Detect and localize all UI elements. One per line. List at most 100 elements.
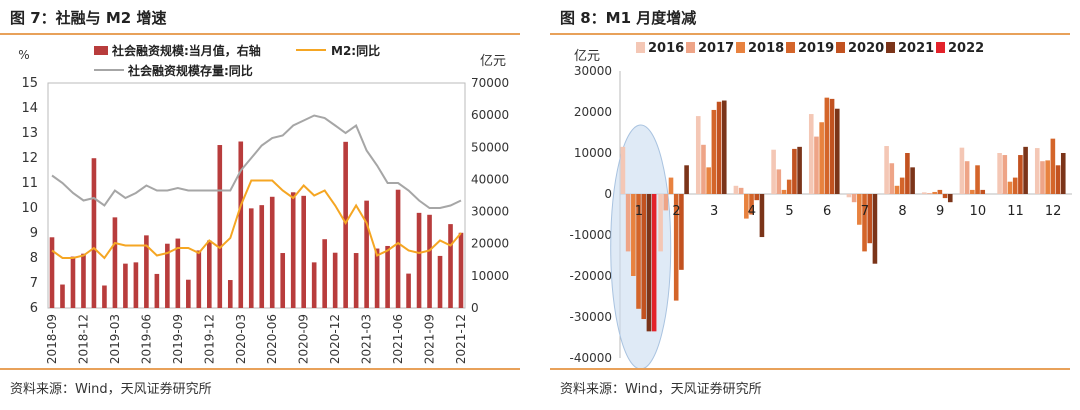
y-tick-label: 10000 [574,146,612,160]
legend-swatch [736,42,745,53]
m1-bar [884,146,889,194]
legend-swatch [886,42,895,53]
m1-bar [862,194,867,252]
x-category-label: 4 [748,204,756,219]
m1-bar [781,189,787,194]
left-chart-panel: 图 7：社融与 M2 增速 6 7 8 9 10 11 12 13 14 15 0 10000 2000… [0,0,530,410]
m1-bar [646,194,652,332]
y-right-tick-label: 20000 [471,237,509,251]
social-financing-bar [364,200,369,308]
left-bottom-rule [0,368,520,370]
y-right-tick-label: 0 [471,301,479,315]
y-left-unit: % [18,48,29,62]
y-left-tick-label: 13 [21,126,38,141]
social-financing-bar [332,252,338,308]
m1-bar [625,194,631,252]
m1-bar [867,194,873,244]
m1-bar [997,153,1002,194]
social-financing-bar [290,192,296,308]
m1-bar [980,189,986,194]
m1-bar [776,169,782,194]
social-financing-bar [238,141,244,308]
m1-bar [684,165,689,194]
social-financing-bar [259,205,265,308]
social-financing-bar [301,195,306,308]
x-tick-label: 2021-06 [391,314,405,364]
x-category-label: 9 [936,204,944,219]
m1-bar [651,194,657,332]
m1-bar [846,194,852,198]
social-financing-bar [227,280,233,308]
x-tick-label: 2020-09 [297,314,311,364]
social-financing-bar [343,141,348,308]
y-left-tick-label: 9 [30,226,38,241]
social-financing-bar [60,284,65,308]
y-right-tick-label: 70000 [471,76,509,90]
legend-label: 2018 [748,41,784,56]
x-tick-label: 2021-12 [454,314,468,364]
social-financing-bar [112,217,118,308]
social-financing-bar [133,262,139,308]
legend-swatch [836,42,845,53]
legend-swatch [636,42,645,53]
m1-bar [872,194,878,264]
x-category-label: 1 [635,204,643,219]
legend-label: 2021 [898,41,934,56]
social-financing-bar [458,232,464,308]
m1-bar [771,149,776,194]
x-category-label: 5 [785,204,793,219]
m1-bar [721,100,727,194]
social-financing-bar [385,245,390,308]
right-source-note: 资料来源：Wind，天风证券研究所 [560,382,762,397]
stock-yoy-line [51,114,462,209]
x-category-label: 11 [1007,204,1024,219]
m1-bar [754,194,760,201]
social-financing-bar [416,212,422,308]
plot-frame [47,82,466,309]
m1-bar [927,193,932,194]
m1-bar [701,144,706,194]
legend-bar-swatch [94,46,108,55]
social-financing-bar [175,238,181,308]
right-bottom-rule [550,368,1070,370]
m1-bar [1002,155,1008,194]
legend-label: 2022 [948,41,984,56]
m2-yoy-line [51,179,462,260]
m1-bar [1055,165,1061,194]
x-category-label: 6 [823,204,831,219]
m1-bar [631,194,636,276]
x-tick-label: 2018-09 [45,314,59,364]
legend-stock-label: 社会融资规模存量:同比 [127,63,253,78]
social-financing-bar [427,214,432,308]
m1-bar [937,189,943,194]
m1-bar [829,98,835,194]
m1-bar [814,136,819,194]
x-category-label: 8 [898,204,906,219]
m1-bar [910,167,915,194]
left-chart-title: 图 7：社融与 M2 增速 [10,9,167,27]
social-financing-bar [70,256,76,308]
legend-label: 2017 [698,41,734,56]
m1-bar [975,165,980,194]
y-tick-label: 0 [604,187,612,201]
m1-bar [716,101,722,194]
y-left-tick-label: 8 [30,251,38,266]
social-financing-bar [165,243,170,308]
social-financing-bar [448,224,453,308]
y-unit: 亿元 [574,49,600,64]
y-tick-label: -10000 [569,228,612,242]
social-financing-bar [81,253,86,308]
m1-bar [679,194,684,270]
y-left-tick-label: 14 [21,101,38,116]
social-financing-bar [437,255,443,308]
m1-bar [1034,148,1040,194]
y-tick-label: 30000 [574,64,612,78]
y-left-tick-label: 7 [30,276,38,291]
m1-bar [759,194,765,238]
m1-bar [932,191,937,194]
y-left-tick-label: 15 [21,76,38,91]
social-financing-bar [280,253,286,308]
social-financing-bar [154,273,160,308]
x-tick-label: 2019-06 [139,314,153,364]
m1-bar [824,97,830,194]
